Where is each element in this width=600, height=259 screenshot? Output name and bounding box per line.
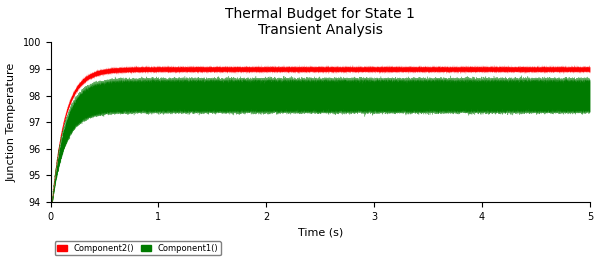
Title: Thermal Budget for State 1
Transient Analysis: Thermal Budget for State 1 Transient Ana… xyxy=(226,7,415,37)
X-axis label: Time (s): Time (s) xyxy=(298,227,343,237)
Y-axis label: Junction Temperature: Junction Temperature xyxy=(7,63,17,182)
Legend: Component2(), Component1(): Component2(), Component1() xyxy=(55,241,221,255)
